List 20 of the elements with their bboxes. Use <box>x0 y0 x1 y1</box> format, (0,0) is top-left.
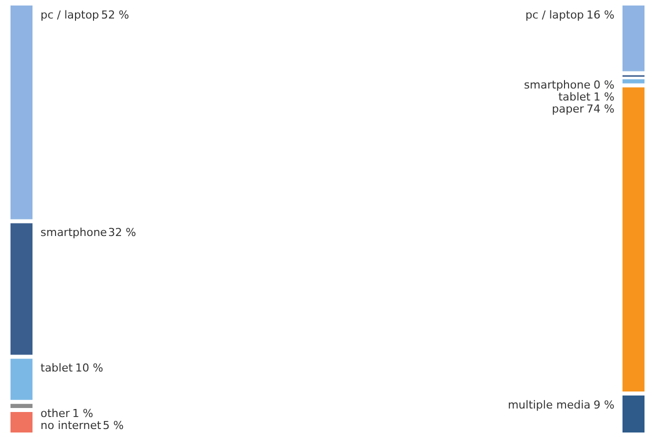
data-label: 16 % <box>586 8 615 22</box>
data-label: 32 % <box>108 226 136 240</box>
category-label: smartphone <box>524 78 591 92</box>
data-label: 1 % <box>72 406 94 420</box>
category-label: tablet <box>40 362 74 375</box>
data-label: 5 % <box>102 418 124 432</box>
data-label: 9 % <box>594 398 615 412</box>
category-label: no internet <box>40 418 102 432</box>
category-label: pc / laptop <box>40 8 100 22</box>
category-label: paper <box>552 102 584 116</box>
data-label: 1 % <box>594 90 615 104</box>
category-label: tablet <box>558 90 592 104</box>
category-label: multiple media <box>508 398 591 412</box>
data-label: 10 % <box>75 362 104 375</box>
category-label: pc / laptop <box>525 8 584 22</box>
category-label: other <box>40 406 70 420</box>
category-label: smartphone <box>40 226 108 240</box>
data-label: 74 % <box>586 102 615 116</box>
data-label: 52 % <box>101 8 130 22</box>
data-label: 0 % <box>594 78 615 92</box>
